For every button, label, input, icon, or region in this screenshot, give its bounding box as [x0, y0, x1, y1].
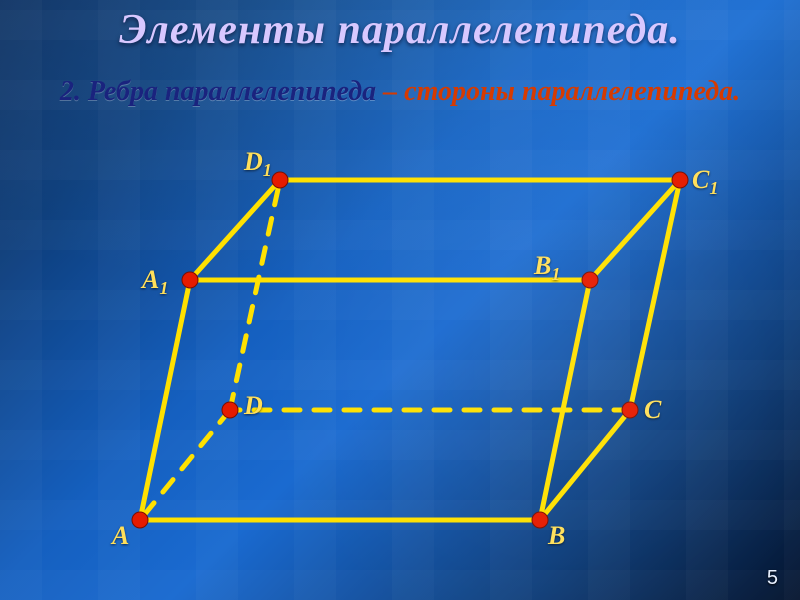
vertex-D — [222, 402, 238, 418]
vertex-C — [622, 402, 638, 418]
edge-C-C1 — [630, 180, 680, 410]
vertex-label-D1: D1 — [243, 147, 272, 180]
slide: Элементы параллелепипеда. 2. Ребра парал… — [0, 0, 800, 600]
vertex-B — [532, 512, 548, 528]
vertex-label-C1: C1 — [692, 165, 718, 198]
slide-title: Элементы параллелепипеда. — [0, 6, 800, 54]
vertex-A — [132, 512, 148, 528]
subtitle-accent: – стороны параллелепипеда. — [376, 76, 740, 107]
vertex-label-D: D — [243, 391, 263, 420]
slide-subtitle: 2. Ребра параллелепипеда – стороны парал… — [0, 76, 800, 108]
parallelepiped-diagram: A B C D A1 B1 C1 D1 — [60, 150, 740, 580]
edge-D1-A1 — [190, 180, 280, 280]
vertex-label-C: C — [644, 395, 662, 424]
edge-B-B1 — [540, 280, 590, 520]
vertex-label-B: B — [547, 521, 565, 550]
vertex-label-A: A — [110, 521, 129, 550]
subtitle-main: 2. Ребра параллелепипеда — [60, 76, 376, 107]
vertex-label-A1: A1 — [140, 265, 168, 298]
diagram-svg: A B C D A1 B1 C1 D1 — [60, 150, 740, 580]
edge-D-D1 — [230, 180, 280, 410]
edge-B1-C1 — [590, 180, 680, 280]
vertex-D1 — [272, 172, 288, 188]
vertex-A1 — [182, 272, 198, 288]
vertex-C1 — [672, 172, 688, 188]
edge-A-A1 — [140, 280, 190, 520]
vertex-label-B1: B1 — [533, 251, 560, 284]
page-number: 5 — [767, 567, 778, 590]
vertex-B1 — [582, 272, 598, 288]
